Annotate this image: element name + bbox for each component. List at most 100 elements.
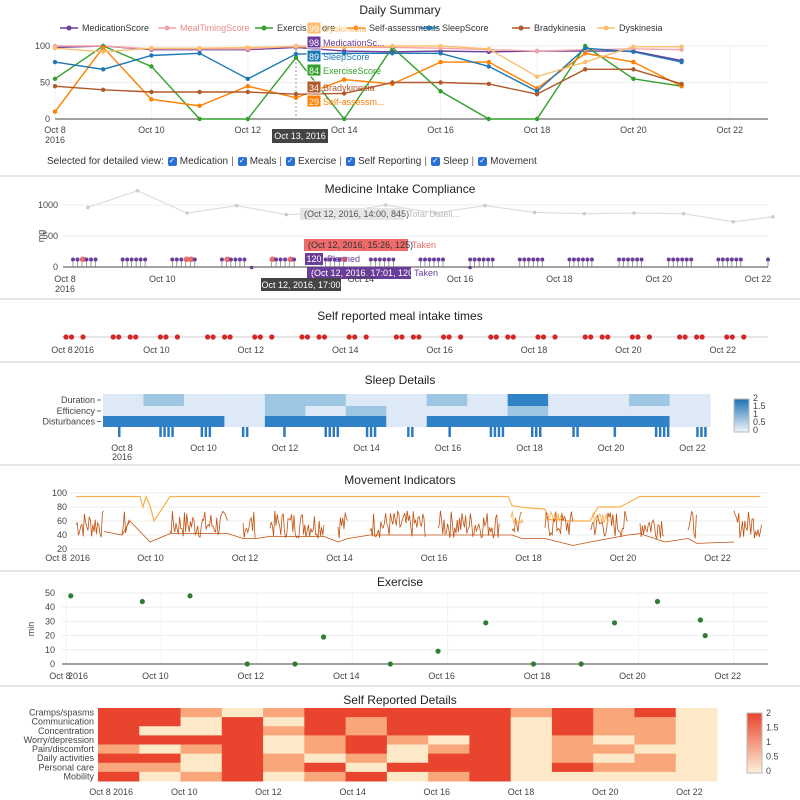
self-report-cell [304,771,347,782]
movement-chart[interactable]: 20 40 60 80 100 Oct 8 Oct 10 Oct 12 Oct 14 Oct 16… [45,488,768,563]
planned-dose-point [138,257,143,262]
checkbox-sleep[interactable] [430,156,440,166]
checkbox-exercise[interactable] [286,156,295,166]
self-report-cell [675,762,718,773]
series-point-brady [583,67,588,72]
x-tick-label: Oct 8 [51,345,73,355]
self-report-row-label: Worry/depression [24,735,94,745]
planned-dose-point [675,257,680,262]
self-report-cell [386,735,429,745]
series-point-brady [101,87,106,93]
series-point-brady [631,67,636,72]
y-axis-title: mg [36,230,46,243]
sleep-cell [224,406,266,416]
self-report-cell [263,771,305,782]
checkbox-self-reporting[interactable] [345,156,355,166]
checkbox-label-self-reporting[interactable]: Self Reporting [357,156,422,167]
hover-name-brady: Bradykinesia [323,83,375,93]
x-tick-year: 2016 [55,284,75,294]
checkbox-label-sleep[interactable]: Sleep [442,156,469,167]
disturbance-bar [167,427,170,437]
planned-dose-point [716,257,721,262]
sleep-cell [467,416,509,427]
self-report-cell [428,762,470,773]
checkbox-label-medication[interactable]: Medication [179,156,229,167]
meal-point [446,334,452,340]
sleep-cell [588,416,630,427]
colorbar-tick: 1 [753,409,758,419]
selfreport-heatmap[interactable]: Cramps/spasmsCommunicationConcentrationW… [24,708,779,797]
disturbance-bar [493,427,497,437]
meal-chart[interactable]: Oct 8 Oct 10 Oct 12 Oct 14 Oct 16 Oct 18 Oct 2… [51,334,768,355]
checkbox-label-movement[interactable]: Movement [490,156,537,167]
bradykinesia-band [169,510,228,539]
bradykinesia-band [75,511,104,538]
x-tick-label: Oct 12 [255,787,282,797]
x-tick-label: Oct 12 [238,345,265,355]
meal-point [163,334,169,340]
self-report-cell [98,753,140,764]
medicine-title: Medicine Intake Compliance [325,182,476,196]
disturbance-bar [241,427,245,437]
sleep-cell [629,406,671,416]
checkbox-medication[interactable] [167,156,177,166]
meal-point [133,334,139,340]
x-tick-label: Oct 14 [339,787,366,797]
series-point-sleep [631,49,636,55]
daily-summary-chart[interactable]: 0 50 100 Oct 8 Oct 10 Oct 12 Oct 14 Oct 16 Oct 1… [35,21,768,145]
bradykinesia-band [687,510,697,539]
hover-date-box [272,129,328,143]
self-report-cell [180,744,223,755]
planned-dose-point [684,257,689,262]
bradykinesia-band [121,511,130,536]
self-report-cell [98,708,140,718]
self-report-cell [634,708,677,718]
disturbance-bar [163,427,166,437]
meal-point [682,334,688,340]
daily-summary-title: Daily Summary [359,3,440,17]
planned-dose-point [626,257,631,262]
medicine-chart[interactable]: 0 500 1000 mg (Oct 12, 2016, 14:00, 845)Tota… [36,188,775,294]
checkbox-label-exercise[interactable]: Exercise [298,156,337,167]
planned-dose-point [720,257,725,262]
taken-dose-point [269,256,276,263]
disturbance-bar [324,427,327,437]
series-point-selfassess [101,45,106,50]
self-report-cell [593,762,635,773]
checkbox-movement[interactable] [478,156,488,166]
self-report-cell [139,744,182,755]
bradykinesia-line [103,520,735,546]
sleep-cell [669,406,711,416]
self-report-cell [304,708,347,718]
self-report-cell [345,717,388,727]
meal-point [222,334,228,340]
planned-dose-point [71,257,75,262]
x-tick-label: Oct 16 [426,345,453,355]
series-point-brady [293,91,299,97]
meal-point [269,334,275,340]
self-report-cell [469,762,512,773]
y-tick-label: 40 [57,530,67,540]
series-point-selfassess [245,83,250,89]
checkbox-meals[interactable] [237,156,247,166]
series-point-selfassess [342,77,347,82]
exercise-chart[interactable]: 0 10 20 30 40 50 min Oct 8 Oct 10 Oct 12 Oct 14 Oct… [26,588,768,681]
series-line-selfassess [54,46,682,113]
checkbox-label-meals[interactable]: Meals [249,156,277,167]
self-report-cell [469,744,512,755]
bradykinesia-band [544,511,573,537]
series-point-sleep [342,51,347,56]
y-tick-label: 100 [35,41,50,51]
y-tick-label: 1000 [38,200,58,210]
x-tick-label: Oct 18 [521,345,548,355]
planned-dose-point [283,257,288,262]
planned-dose-point [436,257,441,262]
self-report-row-label: Cramps/spasms [29,708,95,718]
self-report-row-label: Concentration [38,726,94,736]
dyskinesia-band [509,511,524,525]
self-report-cell [304,762,347,773]
hover-name-dysk: Dyskinesia [323,24,367,34]
self-report-cell [221,717,264,727]
hover-taken-box [304,239,408,251]
